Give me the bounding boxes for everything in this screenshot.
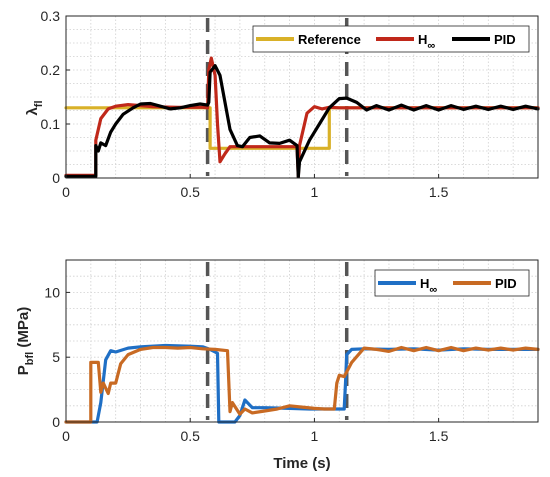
- x-tick-label: 1.5: [429, 184, 449, 200]
- y-tick-label: 0: [52, 414, 60, 430]
- x-tick-label: 0.5: [180, 184, 200, 200]
- legend-label-hinf-bottom: H∞: [420, 276, 437, 296]
- x-tick-label: 0: [62, 428, 70, 444]
- bottom-x-axis-label: Time (s): [273, 455, 330, 472]
- lambda-chart: 0 0.5 1 1.5 0 0.1 0.2 0.3 λfl Reference H∞ PID: [24, 8, 540, 200]
- pressure-chart: 0 0.5 1 1.5 0 5 10 Pbfl (MPa) Time (s) H∞ PID: [15, 259, 540, 472]
- y-tick-label: 0.2: [41, 62, 61, 78]
- series-line-hinf_top: [64, 56, 540, 179]
- legend-label-pid: PID: [494, 32, 516, 47]
- bottom-vlines: [205, 262, 349, 420]
- x-tick-label: 0.5: [180, 428, 200, 444]
- plot-border: [65, 259, 539, 423]
- legend-label-reference: Reference: [298, 32, 361, 47]
- top-y-ticks: 0 0.1 0.2 0.3: [41, 8, 70, 186]
- top-legend: Reference H∞ PID: [252, 25, 530, 53]
- x-tick-label: 0: [62, 184, 70, 200]
- series-line-pid_top: [64, 64, 540, 179]
- y-tick-label: 10: [44, 284, 60, 300]
- legend-label-hinf: H∞: [418, 32, 435, 52]
- bottom-series: [64, 343, 540, 424]
- plot-border: [65, 15, 539, 179]
- bottom-y-axis-label: Pbfl (MPa): [15, 307, 36, 375]
- legend-label-pid-bottom: PID: [495, 276, 517, 291]
- y-tick-label: 0.1: [41, 116, 61, 132]
- x-tick-label: 1: [311, 428, 319, 444]
- x-tick-label: 1.5: [429, 428, 449, 444]
- y-tick-label: 0.3: [41, 8, 61, 24]
- y-tick-label: 5: [52, 349, 60, 365]
- top-y-axis-label: λfl: [24, 100, 45, 115]
- y-tick-label: 0: [52, 170, 60, 186]
- series-line-pid_bottom: [64, 345, 540, 424]
- bottom-x-ticks: 0 0.5 1 1.5: [62, 418, 449, 444]
- bottom-legend: H∞ PID: [374, 269, 530, 297]
- top-series: [64, 56, 540, 179]
- x-tick-label: 1: [311, 184, 319, 200]
